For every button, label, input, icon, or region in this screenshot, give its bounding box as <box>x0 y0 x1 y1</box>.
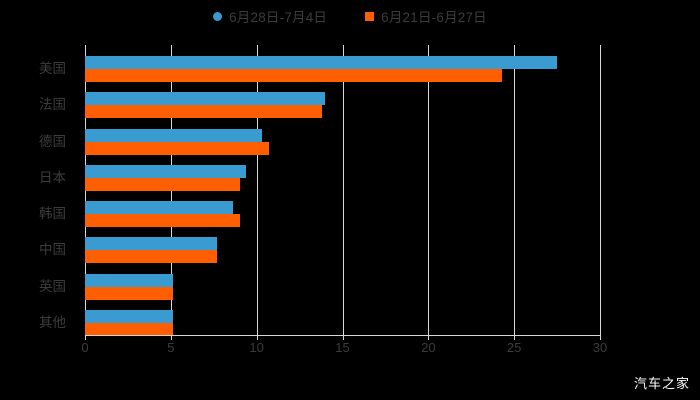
bar-series-2[interactable] <box>85 250 218 264</box>
x-axis: 0 5 10 15 20 25 30 <box>81 335 607 365</box>
bar-group <box>85 92 600 119</box>
bar-series-2[interactable] <box>85 69 503 82</box>
y-axis-category-label: 英国 <box>39 278 66 294</box>
bar-group <box>85 309 600 336</box>
bar-series-1[interactable] <box>85 237 218 251</box>
gridline <box>428 45 430 335</box>
y-axis-category-label: 日本 <box>39 169 66 185</box>
bar-series-2[interactable] <box>85 141 269 155</box>
x-axis-tick-label: 10 <box>249 340 264 355</box>
y-axis-category-label: 美国 <box>39 61 66 76</box>
x-axis-tick-mark <box>514 335 516 340</box>
x-axis-tick-mark <box>342 335 344 340</box>
bar-series-1[interactable] <box>85 164 247 178</box>
bar-series-1[interactable] <box>85 201 233 214</box>
plot-area <box>85 45 601 336</box>
x-axis-tick-mark <box>85 335 86 340</box>
y-axis-category-label: 韩国 <box>39 206 66 221</box>
bar-group <box>85 128 600 155</box>
gridline <box>514 45 516 335</box>
bar-group <box>85 273 600 300</box>
bar-group <box>85 201 600 227</box>
x-axis-tick-label: 25 <box>506 340 522 355</box>
x-axis-tick-mark <box>170 335 172 340</box>
bar-series-2[interactable] <box>85 214 240 227</box>
y-axis-category-label: 其他 <box>39 314 66 330</box>
x-axis-tick-mark <box>428 335 430 340</box>
x-axis-tick-label: 15 <box>335 340 350 355</box>
bar-series-1[interactable] <box>85 309 173 323</box>
bar-series-2[interactable] <box>85 322 173 336</box>
y-axis-category-label: 德国 <box>39 133 66 149</box>
x-axis-tick-label: 5 <box>167 340 175 355</box>
bar-group <box>85 164 600 191</box>
y-axis-category-label: 中国 <box>39 242 66 258</box>
bar-series-1[interactable] <box>85 273 173 287</box>
legend-item-label: 6月21日-6月27日 <box>381 10 487 25</box>
x-axis-tick-mark <box>600 335 601 340</box>
chart-legend: 6月28日-7月4日 6月21日-6月27日 <box>0 6 700 26</box>
watermark: 汽车之家 <box>633 376 690 391</box>
gridline <box>600 45 601 335</box>
legend-item-series-2[interactable]: 6月21日-6月27日 <box>365 6 487 26</box>
bar-group <box>85 56 600 82</box>
gridline <box>342 45 344 335</box>
bar-series-1[interactable] <box>85 56 558 69</box>
y-axis-category-label: 法国 <box>39 97 66 113</box>
legend-item-label: 6月28日-7月4日 <box>229 10 328 25</box>
bar-series-1[interactable] <box>85 92 326 106</box>
bar-series-2[interactable] <box>85 105 322 119</box>
legend-square-icon <box>365 11 375 21</box>
bar-series-2[interactable] <box>85 286 173 300</box>
bar-group <box>85 237 600 264</box>
x-axis-tick-label: 30 <box>592 340 608 355</box>
x-axis-tick-mark <box>256 335 258 340</box>
bar-series-1[interactable] <box>85 128 262 142</box>
x-axis-tick-label: 0 <box>81 340 89 355</box>
bar-series-2[interactable] <box>85 177 240 191</box>
gridline <box>256 45 258 335</box>
legend-item-series-1[interactable]: 6月28日-7月4日 <box>213 6 327 26</box>
x-axis-tick-label: 20 <box>421 340 436 355</box>
legend-circle-icon <box>213 11 223 21</box>
